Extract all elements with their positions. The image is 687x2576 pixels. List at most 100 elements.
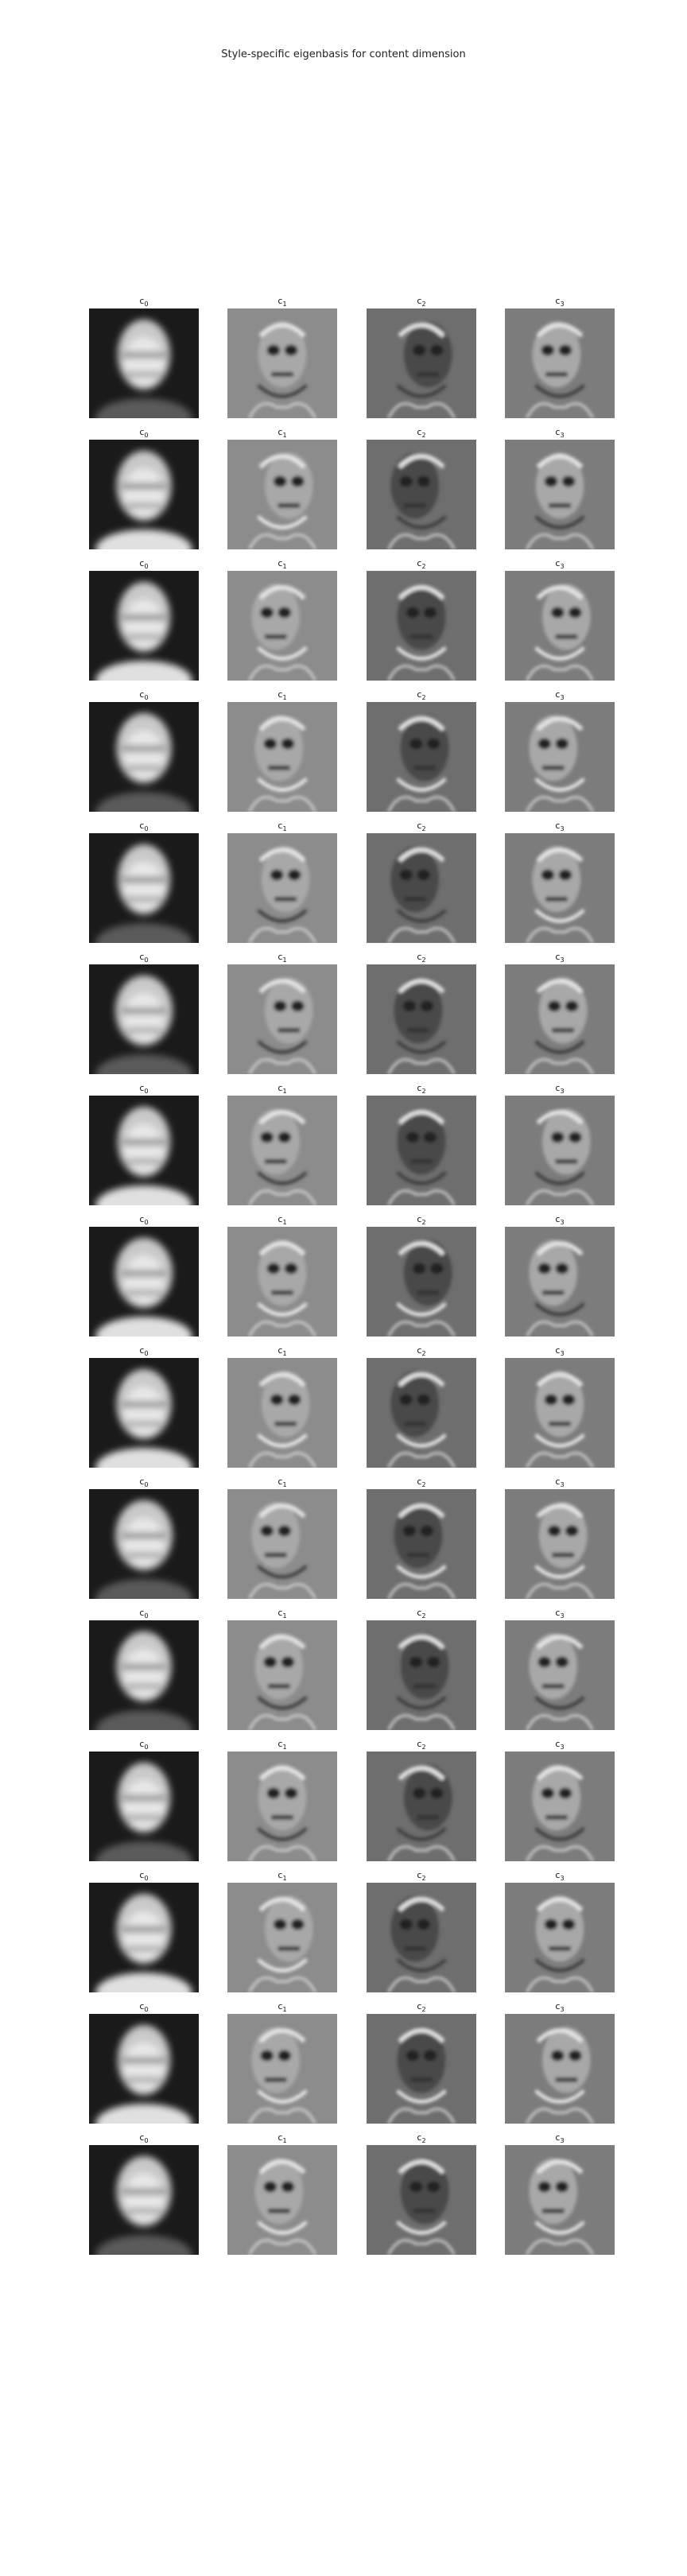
eigenface-image bbox=[227, 1096, 337, 1205]
panel-label: c1 bbox=[278, 821, 287, 833]
eigenbasis-row: c0 c1 c2 c3 bbox=[89, 688, 620, 819]
eigenface-image bbox=[505, 2014, 615, 2124]
eigenbasis-row: c0 c1 c2 c3 bbox=[89, 1606, 620, 1737]
panel-label: c3 bbox=[555, 427, 565, 440]
eigenface-image bbox=[505, 308, 615, 418]
eigenface-image bbox=[89, 1489, 199, 1599]
eigenface-panel: c2 bbox=[367, 294, 476, 425]
eigenface-panel: c1 bbox=[227, 1081, 337, 1212]
eigenface-panel: c0 bbox=[89, 688, 199, 819]
eigenface-image bbox=[227, 1227, 337, 1336]
eigenface-panel: c1 bbox=[227, 425, 337, 557]
panel-label: c3 bbox=[555, 1608, 565, 1620]
panel-label: c1 bbox=[278, 1214, 287, 1227]
eigenface-panel: c2 bbox=[367, 1344, 476, 1475]
eigenface-image bbox=[89, 571, 199, 681]
eigenface-image bbox=[367, 702, 476, 812]
eigenface-panel: c0 bbox=[89, 1737, 199, 1868]
eigenface-image bbox=[227, 964, 337, 1074]
panel-label: c3 bbox=[555, 1739, 565, 1752]
eigenbasis-row: c0 c1 c2 c3 bbox=[89, 1344, 620, 1475]
panel-label: c1 bbox=[278, 952, 287, 964]
eigenface-panel: c2 bbox=[367, 2000, 476, 2131]
eigenbasis-grid: c0 c1 c2 c3 c0 c1 c2 c3 c0 c1 c2 c3 c0 c1 c2 c3 c0 c1 c2 c3… bbox=[89, 294, 620, 2262]
eigenbasis-row: c0 c1 c2 c3 bbox=[89, 2131, 620, 2262]
panel-label: c3 bbox=[555, 952, 565, 964]
eigenface-image bbox=[505, 571, 615, 681]
eigenbasis-row: c0 c1 c2 c3 bbox=[89, 819, 620, 950]
eigenface-panel: c1 bbox=[227, 557, 337, 688]
eigenface-panel: c2 bbox=[367, 1212, 476, 1344]
eigenface-panel: c1 bbox=[227, 1344, 337, 1475]
eigenface-image bbox=[227, 1358, 337, 1468]
panel-label: c2 bbox=[417, 1476, 426, 1489]
eigenface-image bbox=[89, 308, 199, 418]
figure-title: Style-specific eigenbasis for content di… bbox=[221, 48, 466, 60]
panel-label: c1 bbox=[278, 2132, 287, 2145]
eigenface-image bbox=[367, 1096, 476, 1205]
panel-label: c0 bbox=[139, 689, 149, 702]
eigenface-image bbox=[505, 1752, 615, 1861]
panel-label: c0 bbox=[139, 2001, 149, 2014]
eigenface-panel: c0 bbox=[89, 557, 199, 688]
eigenface-panel: c0 bbox=[89, 819, 199, 950]
eigenface-panel: c2 bbox=[367, 425, 476, 557]
eigenbasis-row: c0 c1 c2 c3 bbox=[89, 1868, 620, 2000]
panel-label: c2 bbox=[417, 2001, 426, 2014]
eigenbasis-row: c0 c1 c2 c3 bbox=[89, 2000, 620, 2131]
panel-label: c3 bbox=[555, 1083, 565, 1096]
eigenface-image bbox=[505, 702, 615, 812]
panel-label: c3 bbox=[555, 1214, 565, 1227]
eigenface-panel: c0 bbox=[89, 1212, 199, 1344]
eigenface-panel: c1 bbox=[227, 688, 337, 819]
eigenface-panel: c3 bbox=[505, 294, 615, 425]
eigenbasis-row: c0 c1 c2 c3 bbox=[89, 294, 620, 425]
eigenface-image bbox=[367, 2014, 476, 2124]
panel-label: c2 bbox=[417, 821, 426, 833]
panel-label: c1 bbox=[278, 2001, 287, 2014]
eigenface-panel: c3 bbox=[505, 2000, 615, 2131]
eigenface-panel: c2 bbox=[367, 950, 476, 1081]
eigenface-panel: c0 bbox=[89, 1081, 199, 1212]
eigenface-panel: c3 bbox=[505, 425, 615, 557]
eigenface-image bbox=[89, 2145, 199, 2255]
eigenface-image bbox=[367, 964, 476, 1074]
eigenface-panel: c2 bbox=[367, 1606, 476, 1737]
eigenface-image bbox=[89, 964, 199, 1074]
eigenface-image bbox=[89, 1620, 199, 1730]
eigenface-panel: c0 bbox=[89, 1606, 199, 1737]
panel-label: c3 bbox=[555, 689, 565, 702]
eigenface-panel: c0 bbox=[89, 2131, 199, 2262]
eigenface-image bbox=[227, 2145, 337, 2255]
eigenface-image bbox=[505, 1227, 615, 1336]
panel-label: c0 bbox=[139, 1739, 149, 1752]
eigenface-panel: c2 bbox=[367, 1868, 476, 2000]
panel-label: c0 bbox=[139, 1476, 149, 1489]
eigenface-panel: c3 bbox=[505, 1868, 615, 2000]
eigenface-image bbox=[89, 702, 199, 812]
eigenbasis-row: c0 c1 c2 c3 bbox=[89, 425, 620, 557]
eigenface-image bbox=[505, 1096, 615, 1205]
panel-label: c1 bbox=[278, 1608, 287, 1620]
panel-label: c3 bbox=[555, 558, 565, 571]
eigenface-panel: c1 bbox=[227, 1212, 337, 1344]
panel-label: c0 bbox=[139, 1083, 149, 1096]
eigenface-panel: c2 bbox=[367, 2131, 476, 2262]
eigenface-panel: c0 bbox=[89, 950, 199, 1081]
eigenface-image bbox=[367, 1752, 476, 1861]
panel-label: c1 bbox=[278, 1083, 287, 1096]
eigenface-image bbox=[227, 702, 337, 812]
panel-label: c0 bbox=[139, 1345, 149, 1358]
eigenface-panel: c1 bbox=[227, 1475, 337, 1606]
eigenface-panel: c3 bbox=[505, 557, 615, 688]
eigenface-image bbox=[227, 1620, 337, 1730]
eigenface-panel: c1 bbox=[227, 1868, 337, 2000]
eigenface-panel: c2 bbox=[367, 1737, 476, 1868]
eigenface-image bbox=[367, 440, 476, 549]
eigenface-image bbox=[227, 2014, 337, 2124]
panel-label: c2 bbox=[417, 689, 426, 702]
eigenface-image bbox=[227, 1489, 337, 1599]
eigenface-panel: c3 bbox=[505, 1475, 615, 1606]
eigenface-panel: c0 bbox=[89, 1344, 199, 1475]
panel-label: c0 bbox=[139, 1870, 149, 1883]
